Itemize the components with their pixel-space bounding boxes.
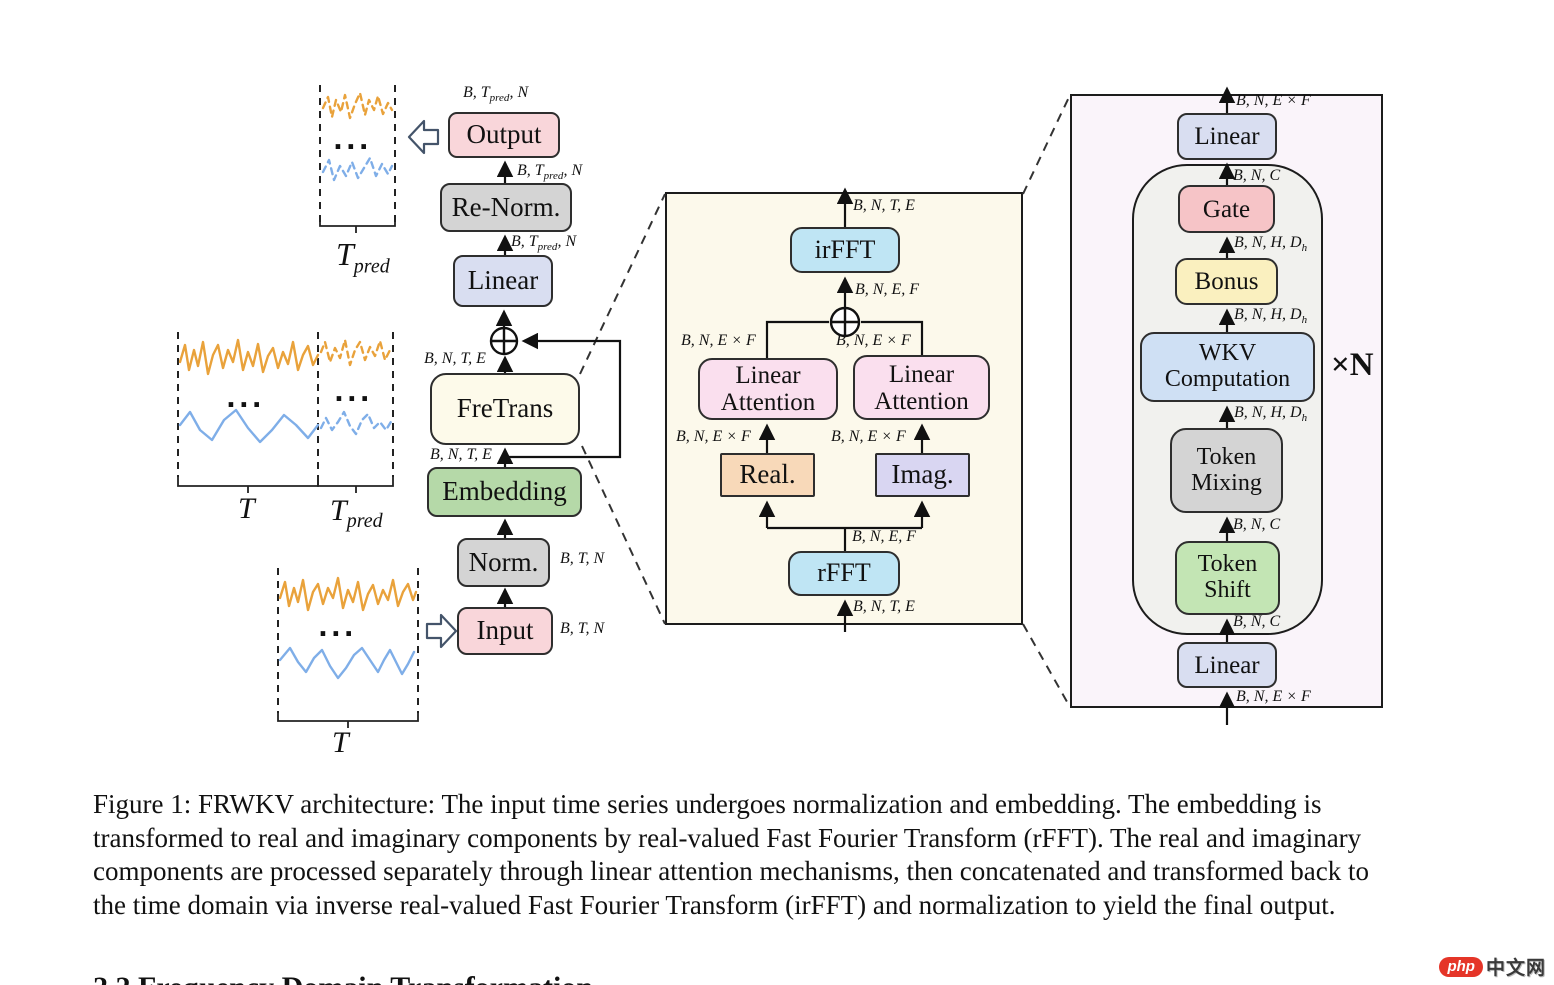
dim-norm-side: B, T, N xyxy=(560,550,605,567)
dim-gate-out: B, N, C xyxy=(1233,167,1281,184)
history-sketch-ellipsis-right: ... xyxy=(334,378,373,408)
section-heading: 2.2 Frequency Domain Transformation xyxy=(93,971,593,985)
embedding-block: Embedding xyxy=(427,467,582,517)
dim-rwkv-bottom-in: B, N, E × F xyxy=(1236,688,1311,705)
dim-renorm-out: B, Tpred, N xyxy=(517,162,583,183)
norm-block: Norm. xyxy=(457,538,550,587)
gate-block: Gate xyxy=(1178,185,1275,233)
dim-latt-right-in: B, N, E × F xyxy=(831,428,906,445)
caption-line: Figure 1: FRWKV architecture: The input … xyxy=(93,789,1322,819)
irfft-block: irFFT xyxy=(790,227,900,273)
history-sketch-waves xyxy=(178,338,394,444)
caption-line: the time domain via inverse real-valued … xyxy=(93,889,1336,920)
sketch-braces xyxy=(177,217,419,728)
dim-latt-left-out: B, N, E × F xyxy=(681,332,756,349)
renorm-block: Re-Norm. xyxy=(440,183,572,232)
php-logo-icon: php xyxy=(1439,956,1483,977)
dim-output-top: B, Tpred, N xyxy=(463,84,529,105)
real-block: Real. xyxy=(720,453,815,497)
caption-line: transformed to real and imaginary compon… xyxy=(93,822,1362,853)
dim-rwkv-linear-out: B, N, C xyxy=(1233,613,1281,630)
dim-fretrans-in: B, N, T, E xyxy=(430,446,492,463)
history-sketch-label-T: T xyxy=(238,492,255,525)
wkv-computation-block: WKV Computation xyxy=(1140,332,1315,402)
dim-wkv-out: B, N, H, Dh xyxy=(1234,306,1308,327)
dim-irfft-out: B, N, T, E xyxy=(853,197,915,214)
dim-rfft-in: B, N, T, E xyxy=(853,598,915,615)
fretrans-block: FreTrans xyxy=(430,373,580,445)
dim-shift-out: B, N, C xyxy=(1233,516,1281,533)
rwkv-linear-top-block: Linear xyxy=(1177,113,1277,160)
dim-fretrans-out: B, N, T, E xyxy=(424,350,486,367)
watermark: php 中文网 xyxy=(1439,953,1546,980)
history-sketch-label-Tpred: Tpred xyxy=(330,494,383,532)
dim-latt-right-out: B, N, E × F xyxy=(836,332,911,349)
dim-rwkv-top-out: B, N, E × F xyxy=(1236,92,1311,109)
pred-sketch-waves xyxy=(321,91,394,182)
rwkv-linear-bottom-block: Linear xyxy=(1177,642,1277,688)
linear-attention-left-block: Linear Attention xyxy=(698,358,838,420)
linear-attention-right-block: Linear Attention xyxy=(853,355,990,420)
input-sketch-ellipsis: ... xyxy=(318,613,357,643)
pipeline-arrows xyxy=(495,160,622,607)
dim-rfft-out: B, N, E, F xyxy=(852,528,916,545)
watermark-text: 中文网 xyxy=(1485,958,1546,979)
dim-sum-in: B, N, E, F xyxy=(855,281,919,298)
dim-mix-out: B, N, H, Dh xyxy=(1234,404,1308,425)
output-block: Output xyxy=(448,112,560,158)
history-sketch-ellipsis-left: ... xyxy=(226,384,265,414)
dim-input-side: B, T, N xyxy=(560,620,605,637)
token-shift-block: Token Shift xyxy=(1175,541,1280,615)
dim-bonus-out: B, N, H, Dh xyxy=(1234,234,1308,255)
repeat-n-label: ×N xyxy=(1331,347,1374,383)
output-hollow-arrow-icon xyxy=(407,119,440,155)
figure-caption: Figure 1: FRWKV architecture: The input … xyxy=(93,788,1467,922)
input-hollow-arrow-icon xyxy=(425,613,458,649)
token-mixing-block: Token Mixing xyxy=(1170,428,1283,513)
dim-linear-out: B, Tpred, N xyxy=(511,233,577,254)
dim-latt-left-in: B, N, E × F xyxy=(676,428,751,445)
linear-block: Linear xyxy=(453,255,553,307)
bonus-block: Bonus xyxy=(1175,258,1278,305)
imag-block: Imag. xyxy=(875,453,970,497)
rfft-block: rFFT xyxy=(788,551,900,596)
input-sketch-label-T: T xyxy=(332,726,349,759)
input-block: Input xyxy=(457,607,553,655)
sum-node-fretrans xyxy=(829,306,861,338)
pred-sketch-label: Tpred xyxy=(336,236,390,278)
sketch-dashed-frames xyxy=(177,85,419,713)
fretrans-detail-arrows xyxy=(758,187,931,632)
sum-node-pipeline xyxy=(489,326,519,356)
pred-sketch-ellipsis: ... xyxy=(333,126,372,156)
zoom-dashed-connectors xyxy=(579,94,1071,708)
caption-line: components are processed separately thro… xyxy=(93,856,1370,886)
input-sketch-waves xyxy=(278,576,418,680)
